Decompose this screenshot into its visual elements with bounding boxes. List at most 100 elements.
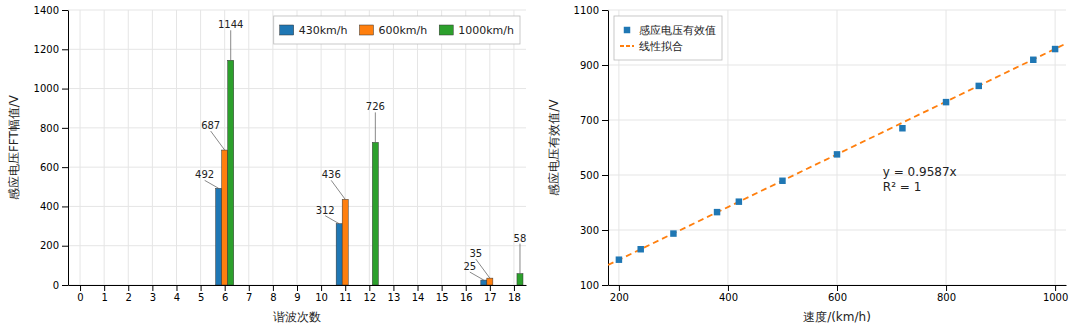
data-label: 58 bbox=[514, 233, 527, 244]
x-tick: 9 bbox=[294, 285, 300, 303]
y-tick: 1000 bbox=[34, 83, 68, 94]
bar bbox=[481, 280, 487, 285]
grid-line-x bbox=[489, 10, 490, 285]
y-tick: 500 bbox=[580, 170, 608, 181]
annotation: R² = 1 bbox=[883, 180, 921, 194]
y-tick: 900 bbox=[580, 60, 608, 71]
x-tick: 15 bbox=[436, 285, 449, 303]
y-tick-mark bbox=[62, 10, 68, 11]
x-tick: 200 bbox=[610, 285, 629, 303]
grid-line-y bbox=[68, 10, 526, 11]
x-tick: 11 bbox=[339, 285, 352, 303]
data-label: 312 bbox=[316, 205, 335, 216]
x-tick-label: 8 bbox=[270, 292, 276, 303]
legend-box bbox=[614, 16, 722, 60]
y-tick-label: 200 bbox=[40, 240, 59, 251]
data-label: 35 bbox=[469, 248, 482, 259]
legend-entry: 感应电压有效值 bbox=[624, 24, 716, 37]
grid-line-x bbox=[465, 10, 466, 285]
bar bbox=[222, 150, 228, 285]
grid-line-x bbox=[176, 10, 177, 285]
leader-line bbox=[470, 272, 484, 280]
grid-line-y bbox=[68, 167, 526, 168]
y-tick: 1400 bbox=[34, 5, 68, 16]
grid-line-x bbox=[727, 10, 728, 285]
x-tick-label: 6 bbox=[222, 292, 228, 303]
y-tick-mark bbox=[62, 49, 68, 50]
x-tick: 2 bbox=[126, 285, 132, 303]
x-tick-mark bbox=[393, 285, 394, 291]
data-label: 687 bbox=[201, 120, 220, 131]
legend-label: 线性拟合 bbox=[639, 40, 683, 53]
x-tick-label: 10 bbox=[315, 292, 328, 303]
x-axis-title: 谐波次数 bbox=[273, 310, 321, 324]
y-tick: 800 bbox=[40, 123, 68, 134]
x-tick-label: 1 bbox=[101, 292, 107, 303]
data-label: 25 bbox=[463, 261, 476, 272]
point bbox=[834, 151, 840, 157]
point bbox=[779, 178, 785, 184]
y-tick: 1100 bbox=[574, 5, 608, 16]
x-tick-mark bbox=[201, 285, 202, 291]
text-layer: 4923122568743635114472658 bbox=[195, 19, 526, 280]
x-tick-mark bbox=[1055, 285, 1056, 291]
grid-line-x bbox=[417, 10, 418, 285]
leader-line bbox=[519, 244, 520, 274]
x-tick-mark bbox=[176, 285, 177, 291]
y-tick: 700 bbox=[580, 115, 608, 126]
x-tick: 400 bbox=[719, 285, 738, 303]
point bbox=[736, 198, 742, 204]
legend-entry: 430km/h bbox=[280, 24, 348, 37]
text-layer: y = 0.9587xR² = 1 bbox=[883, 165, 957, 194]
leader-line bbox=[211, 131, 225, 150]
x-tick-label: 11 bbox=[339, 292, 352, 303]
grid-line-x bbox=[80, 10, 81, 285]
x-tick: 10 bbox=[315, 285, 328, 303]
grid-line-y bbox=[608, 120, 1066, 121]
y-tick-mark bbox=[62, 206, 68, 207]
legend: 感应电压有效值线性拟合 bbox=[614, 16, 722, 60]
y-tick-label: 0 bbox=[53, 280, 59, 291]
legend-swatch bbox=[280, 25, 294, 35]
y-tick-mark bbox=[602, 10, 608, 11]
panel: 0123456789101112131415161718020040060080… bbox=[7, 5, 527, 324]
x-tick-label: 4 bbox=[174, 292, 180, 303]
grid-line-x bbox=[513, 10, 514, 285]
legend-label: 感应电压有效值 bbox=[639, 24, 716, 37]
x-tick: 8 bbox=[270, 285, 276, 303]
x-tick-mark bbox=[442, 285, 443, 291]
legend-entry: 600km/h bbox=[359, 24, 427, 37]
grid-line-x bbox=[128, 10, 129, 285]
x-axis-title: 速度/(km/h) bbox=[803, 310, 871, 324]
leader-line bbox=[331, 180, 345, 199]
y-tick-label: 1000 bbox=[34, 83, 59, 94]
x-tick-mark bbox=[104, 285, 105, 291]
x-tick-mark bbox=[345, 285, 346, 291]
grid-line-x bbox=[297, 10, 298, 285]
x-tick-label: 5 bbox=[198, 292, 204, 303]
grid-line-x bbox=[837, 10, 838, 285]
x-tick-label: 600 bbox=[828, 292, 847, 303]
y-tick-mark bbox=[62, 246, 68, 247]
y-tick: 600 bbox=[40, 162, 68, 173]
x-tick-mark bbox=[321, 285, 322, 291]
grid-line-x bbox=[369, 10, 370, 285]
x-tick: 4 bbox=[174, 285, 180, 303]
y-axis-line bbox=[608, 11, 609, 286]
point bbox=[670, 230, 676, 236]
y-tick: 1200 bbox=[34, 44, 68, 55]
y-tick-label: 1400 bbox=[34, 5, 59, 16]
y-tick-label: 700 bbox=[580, 115, 599, 126]
x-tick-label: 17 bbox=[484, 292, 497, 303]
grid-line-y bbox=[608, 175, 1066, 176]
x-tick-mark bbox=[128, 285, 129, 291]
x-tick: 16 bbox=[460, 285, 473, 303]
legend-label: 1000km/h bbox=[458, 24, 514, 37]
y-tick-label: 100 bbox=[580, 280, 599, 291]
y-tick-label: 400 bbox=[40, 201, 59, 212]
point bbox=[976, 83, 982, 89]
x-tick-label: 7 bbox=[246, 292, 252, 303]
grid-line-x bbox=[393, 10, 394, 285]
grid-line-y bbox=[608, 230, 1066, 231]
x-tick-label: 2 bbox=[126, 292, 132, 303]
